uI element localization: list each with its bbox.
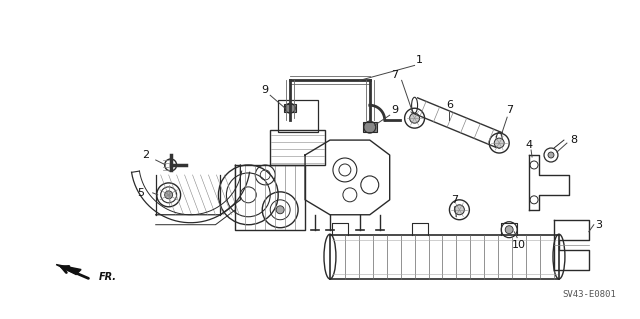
Circle shape (494, 138, 504, 148)
Text: 2: 2 (142, 150, 149, 160)
Bar (278, 100, 318, 132)
Text: 1: 1 (416, 56, 423, 65)
Circle shape (548, 152, 554, 158)
Text: FR.: FR. (99, 272, 117, 283)
Bar (284, 104, 296, 112)
Text: 6: 6 (446, 100, 453, 110)
Text: 9: 9 (391, 105, 398, 115)
Text: 7: 7 (451, 195, 458, 205)
Bar (270, 130, 325, 165)
Text: 10: 10 (512, 240, 526, 250)
Circle shape (276, 206, 284, 214)
Text: 3: 3 (595, 220, 602, 230)
Text: 7: 7 (391, 70, 398, 80)
Text: 7: 7 (506, 105, 513, 115)
Text: 4: 4 (525, 140, 532, 150)
Circle shape (454, 205, 465, 215)
Circle shape (505, 226, 513, 234)
Circle shape (410, 113, 420, 123)
Text: SV43-E0801: SV43-E0801 (562, 290, 616, 299)
Text: 8: 8 (570, 135, 577, 145)
Bar (363, 122, 377, 132)
Polygon shape (56, 264, 81, 274)
Circle shape (164, 191, 173, 199)
Text: 5: 5 (138, 188, 144, 198)
Text: 9: 9 (262, 85, 269, 95)
